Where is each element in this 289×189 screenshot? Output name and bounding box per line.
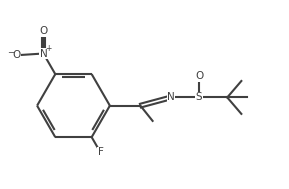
Text: +: + [46,44,52,53]
Text: F: F [98,147,103,157]
Text: O: O [195,71,203,81]
Text: S: S [196,92,202,102]
Text: N: N [40,49,47,59]
Text: N: N [167,92,175,102]
Text: −: − [7,48,14,57]
Text: O: O [12,50,21,60]
Text: O: O [39,26,48,36]
